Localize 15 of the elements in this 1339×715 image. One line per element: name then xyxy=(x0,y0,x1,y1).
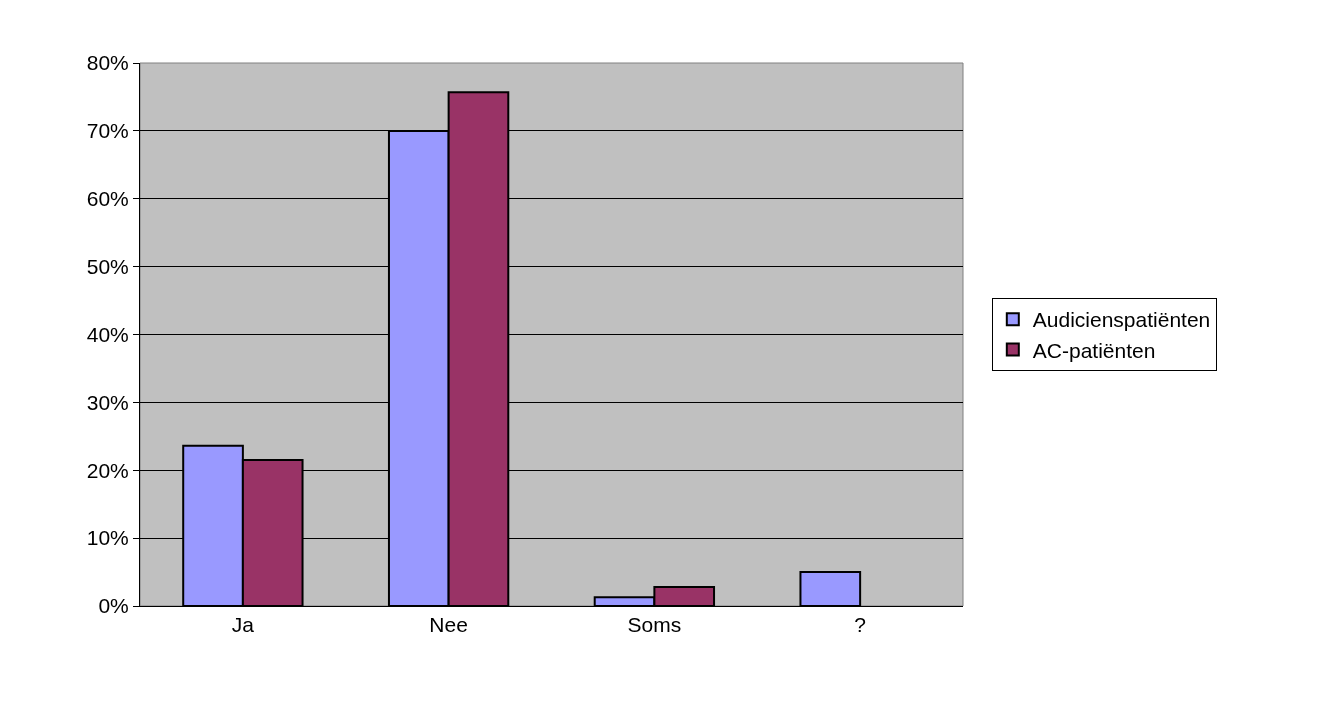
x-tick-label: Soms xyxy=(627,613,682,637)
y-tick-label: 20% xyxy=(86,458,129,482)
y-tick-label: 30% xyxy=(86,390,129,414)
y-tick-label: 80% xyxy=(86,51,129,75)
y-tick-label: 40% xyxy=(86,322,129,346)
y-tick-label: 60% xyxy=(86,187,129,211)
x-tick-label: ? xyxy=(854,613,866,637)
legend-label: AC-patiënten xyxy=(1032,338,1156,362)
y-tick-label: 70% xyxy=(86,119,129,143)
y-tick-label: 10% xyxy=(86,526,129,550)
x-tick-label: Ja xyxy=(231,613,255,637)
y-tick-label: 0% xyxy=(98,594,129,618)
y-tick-label: 50% xyxy=(86,254,129,278)
x-tick-label: Nee xyxy=(429,613,468,637)
legend-label: Audicienspatiënten xyxy=(1032,308,1211,332)
